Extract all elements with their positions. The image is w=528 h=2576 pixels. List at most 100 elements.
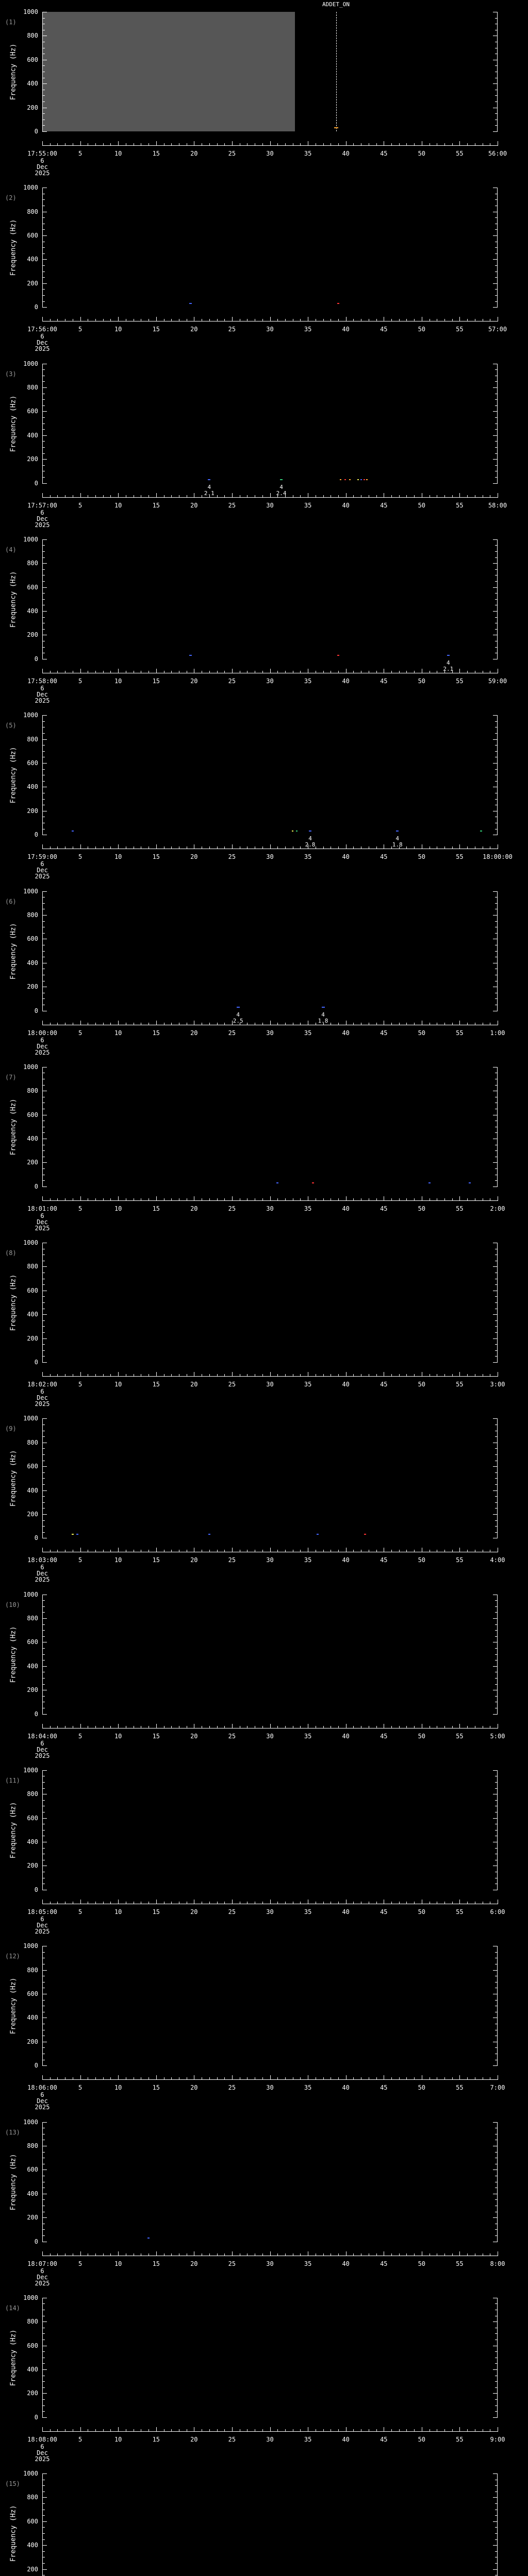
y-minor-tick-left [43,751,45,752]
y-minor-tick-left [43,903,45,904]
x-minor-tick [95,143,96,145]
y-axis-line-left [42,2122,43,2242]
x-start-time-label: 17:59:00 [27,853,57,861]
x-minor-tick [110,319,111,321]
x-minor-tick [406,1198,407,1200]
event-detection-mark [366,479,368,480]
x-tick-label: 10 [114,326,122,333]
y-axis-title: Frequency (Hz) [9,1274,18,1331]
y-minor-tick-left [43,1436,45,1437]
x-minor-tick [338,319,339,321]
x-minor-tick [353,1901,354,1904]
x-minor-tick [50,319,51,321]
y-tick-label: 200 [27,2389,38,2397]
y-minor-tick-right [495,2303,497,2304]
y-major-tick-left [43,131,47,132]
x-axis-line [42,497,498,498]
event-detection-mark [334,127,338,128]
y-minor-tick-left [43,265,45,266]
y-major-tick-right [493,1618,497,1619]
spectrogram-panel: (13) Frequency (Hz) 0 200 400 600 800 1000 18:07… [0,2110,528,2286]
x-minor-tick [399,1725,400,1728]
y-tick-label: 800 [27,208,38,215]
x-minor-tick [391,2429,392,2431]
x-major-tick [459,844,460,849]
y-minor-tick-left [43,1168,45,1169]
x-minor-tick [247,846,248,849]
x-axis-line [42,1376,498,1377]
date-label-line: 2025 [35,170,50,177]
y-minor-tick-right [495,247,497,248]
x-tick-label: 10 [114,2260,122,2267]
x-major-tick [156,2427,157,2431]
x-tick-label: 15 [152,150,160,157]
y-minor-tick-right [495,551,497,552]
addet-on-label: ADDET_ON [322,1,350,8]
x-minor-tick [391,495,392,497]
x-tick-label: 25 [228,1205,236,1212]
x-minor-tick [285,846,286,849]
x-minor-tick [224,1725,225,1728]
x-minor-tick [148,1550,149,1552]
x-tick-label: 25 [228,150,236,157]
panel-number-label: (12) [5,1953,20,1960]
x-minor-tick [57,143,58,145]
y-minor-tick-left [43,301,45,302]
y-minor-tick-right [495,1326,497,1327]
x-end-time-label: 59:00 [488,677,507,685]
y-major-tick-left [43,1338,47,1339]
plot-area [42,2122,498,2242]
y-minor-tick-right [495,2399,497,2400]
y-axis-line-right [497,363,498,484]
x-minor-tick [209,1374,210,1377]
x-major-tick [270,1899,271,1904]
x-minor-tick [262,143,263,145]
event-detection-mark [360,479,362,480]
y-tick-label: 600 [27,408,38,415]
x-minor-tick [209,1198,210,1200]
x-tick-label: 55 [456,1732,464,1740]
y-axis-title: Frequency (Hz) [9,1626,18,1683]
spectrogram-panel: (1) Frequency (Hz) 0 200 400 600 800 1000 17:55:… [0,0,528,176]
x-tick-label: 25 [228,2084,236,2092]
y-tick-label: 1000 [23,2470,38,2478]
x-tick-label: 50 [418,1732,426,1740]
x-minor-tick [399,495,400,497]
y-tick-label: 800 [27,32,38,40]
x-minor-tick [452,1550,453,1552]
x-major-tick [80,2251,81,2256]
y-minor-tick-left [43,1350,45,1351]
y-minor-tick-left [43,1526,45,1527]
y-tick-label: 1000 [23,1415,38,1422]
y-major-tick-left [43,283,47,284]
x-minor-tick [277,2429,278,2431]
y-minor-tick-right [495,1180,497,1181]
x-end-time-label: 4:00 [490,1556,505,1564]
date-label-line: Dec [37,163,48,171]
y-minor-tick-right [495,465,497,466]
x-major-tick [42,2075,43,2080]
x-minor-tick [406,143,407,145]
y-minor-tick-right [495,265,497,266]
x-tick-label: 35 [304,1732,312,1740]
x-major-tick [459,1548,460,1552]
y-minor-tick-right [495,125,497,126]
y-minor-tick-left [43,2399,45,2400]
y-minor-tick-right [495,2229,497,2230]
x-tick-label: 20 [190,1908,198,1916]
spectrogram-panel: (14) Frequency (Hz) 0 200 400 600 800 1000 18:08… [0,2286,528,2462]
x-tick-label: 50 [418,1908,426,1916]
y-minor-tick-right [495,721,497,722]
y-minor-tick-right [495,2405,497,2406]
y-major-tick-left [43,1818,47,1819]
y-minor-tick-right [495,405,497,406]
date-label-line: Dec [37,1218,48,1226]
x-tick-label: 35 [304,2084,312,2092]
x-minor-tick [399,2253,400,2256]
x-minor-tick [467,2077,468,2080]
y-minor-tick-left [43,1332,45,1333]
x-axis-line [42,1200,498,1201]
x-minor-tick [57,495,58,497]
event-detection-mark [189,303,192,304]
x-minor-tick [95,1901,96,1904]
